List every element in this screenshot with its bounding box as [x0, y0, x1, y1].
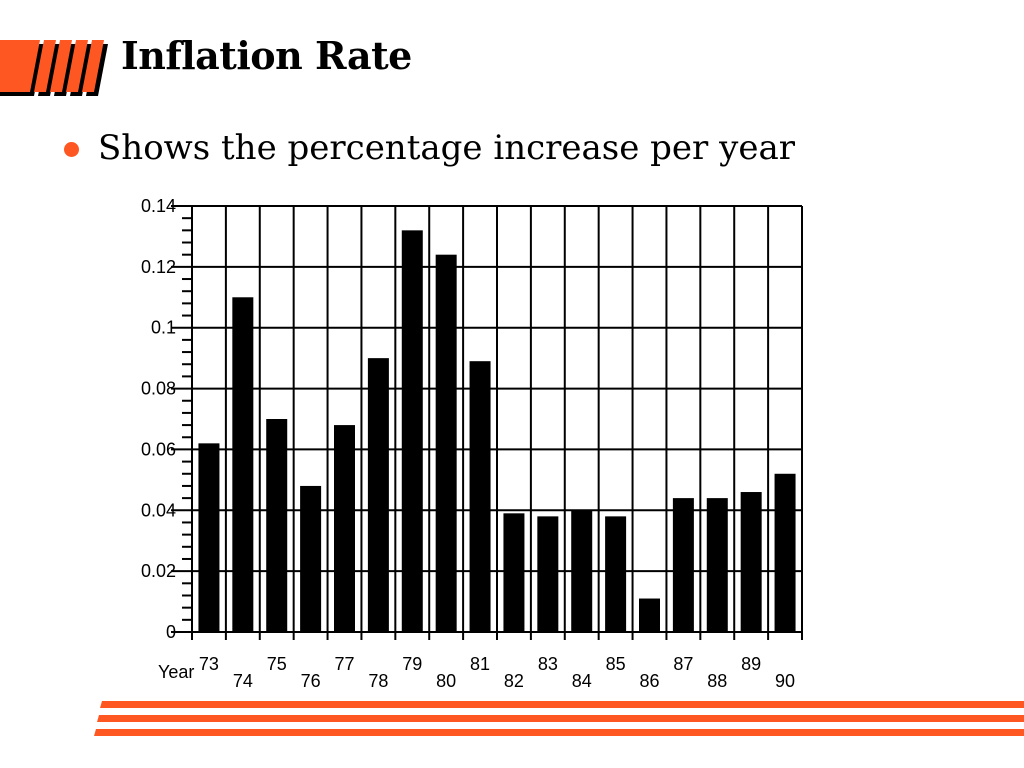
x-tick-label: 81 — [470, 654, 490, 674]
bar-90 — [774, 473, 796, 632]
x-tick-label: 82 — [504, 671, 524, 691]
bar-77 — [334, 425, 355, 632]
bullet-text: Shows the percentage increase per year — [98, 128, 795, 168]
y-tick-label: 0.02 — [141, 561, 176, 581]
x-axis-label: Year — [158, 662, 194, 682]
x-tick-label: 86 — [639, 671, 659, 691]
chart-axes — [171, 205, 803, 640]
y-tick-label: 0.06 — [141, 439, 176, 459]
x-tick-label: 79 — [402, 654, 422, 674]
bar-75 — [266, 419, 288, 632]
x-tick-label: 77 — [334, 654, 354, 674]
x-tick-label: 84 — [572, 671, 592, 691]
x-tick-label: 75 — [267, 654, 287, 674]
x-tick-label: 87 — [673, 654, 693, 674]
bar-79 — [401, 230, 423, 633]
bar-76 — [300, 485, 322, 632]
y-tick-label: 0.14 — [141, 196, 176, 216]
x-tick-label: 89 — [741, 654, 761, 674]
bullet-dot-icon — [64, 142, 79, 157]
x-tick-labels: 73 74 75 76 77 78 79 80 81 82 83 84 85 86 87 88 89 90 — [199, 654, 795, 691]
bar-89 — [740, 492, 762, 632]
logo-stripes-icon — [0, 40, 108, 96]
bar-series — [198, 230, 796, 633]
inflation-bar-chart: 00.020.040.060.080.10.120.14 73747576777… — [141, 196, 803, 691]
x-tick-label: 83 — [538, 654, 558, 674]
bar-83 — [537, 516, 559, 632]
bar-81 — [469, 361, 491, 632]
bar-84 — [571, 510, 593, 632]
x-tick-label: 80 — [436, 671, 456, 691]
bar-86 — [639, 598, 660, 632]
x-tick-label: 88 — [707, 671, 727, 691]
y-tick-label: 0 — [166, 622, 176, 642]
y-tick-labels: 0 0.02 0.04 0.06 0.08 0.1 0.12 0.14 — [141, 196, 176, 642]
x-tick-label: 74 — [233, 671, 253, 691]
bar-80 — [435, 254, 457, 632]
x-tick-label: 90 — [775, 671, 795, 691]
grid-lines — [192, 205, 803, 632]
bar-85 — [605, 516, 627, 632]
slide-title: Inflation Rate — [121, 33, 412, 78]
bar-73 — [198, 443, 220, 632]
x-tick-label: 73 — [199, 654, 219, 674]
x-tick-label: 76 — [301, 671, 321, 691]
x-tick-label: 85 — [606, 654, 626, 674]
bar-82 — [503, 513, 525, 632]
bar-88 — [706, 498, 728, 632]
bar-74 — [232, 297, 254, 632]
y-tick-label: 0.1 — [151, 318, 176, 338]
y-tick-label: 0.12 — [141, 257, 176, 277]
bar-78 — [367, 358, 389, 632]
y-tick-label: 0.04 — [141, 500, 176, 520]
x-tick-label: 78 — [368, 671, 388, 691]
footer-stripes-icon — [94, 701, 1024, 736]
y-tick-label: 0.08 — [141, 379, 176, 399]
bar-87 — [672, 498, 694, 632]
